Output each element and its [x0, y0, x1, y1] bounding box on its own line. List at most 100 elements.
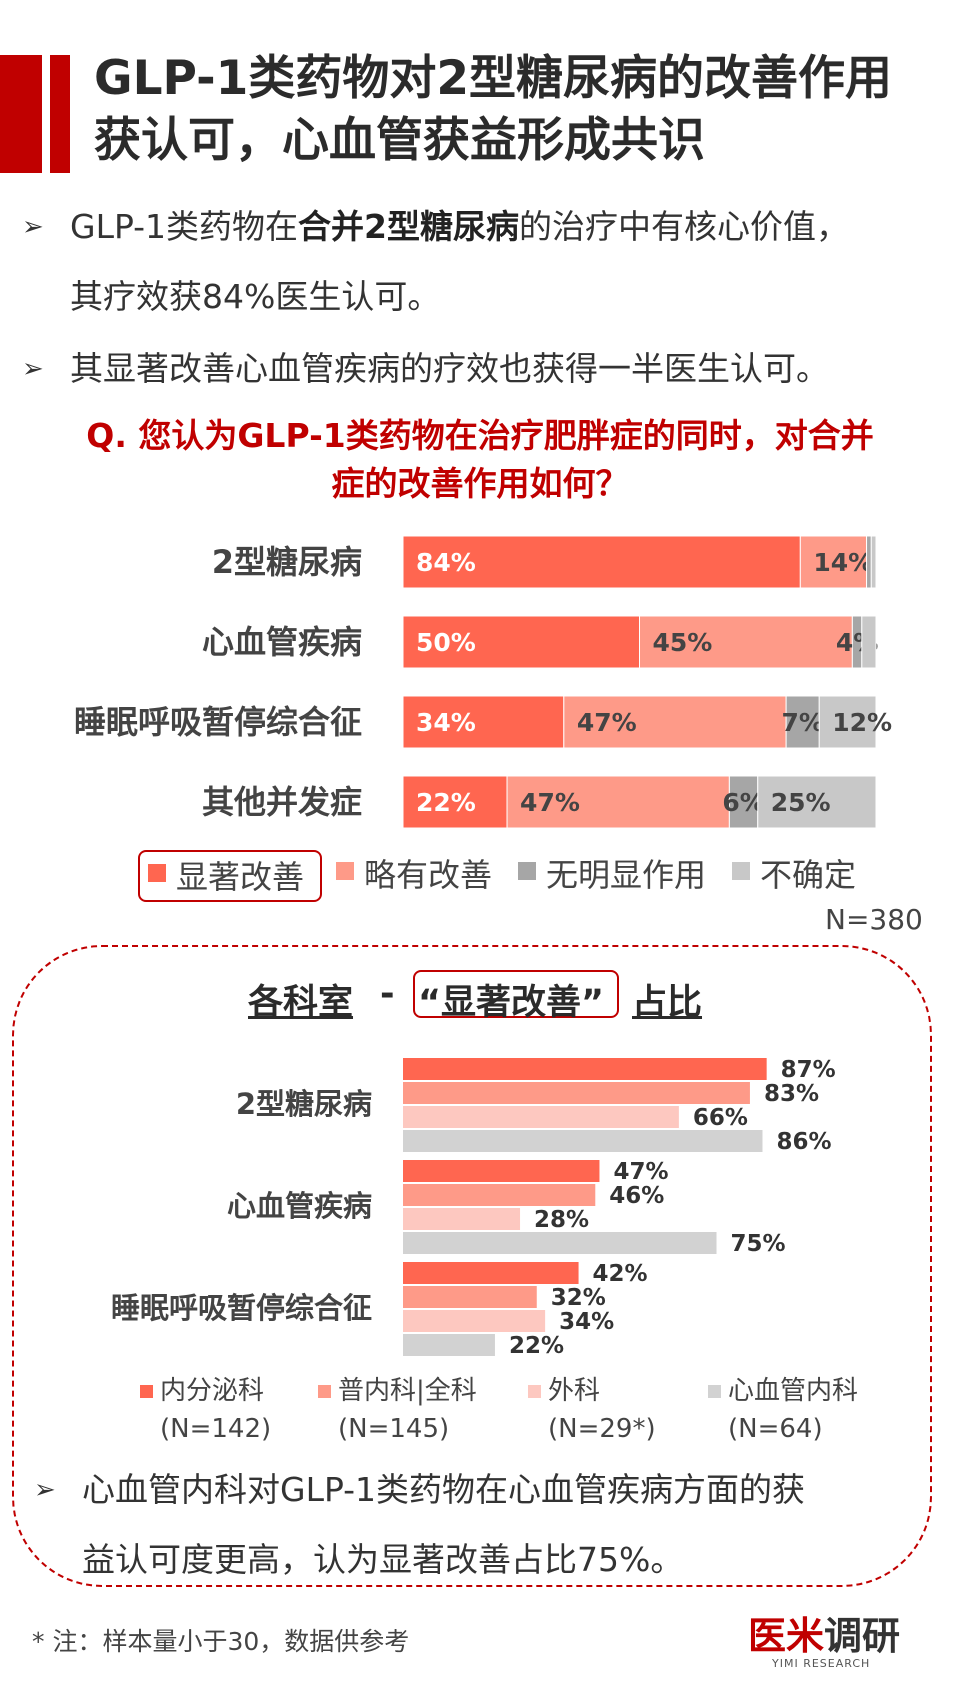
conclusion-line-2: 益认可度更高，认为显著改善占比75%。 [82, 1540, 684, 1579]
title-part-departments: 各科室 [248, 983, 354, 1023]
bar [403, 1130, 763, 1152]
data-label: 14% [813, 548, 873, 577]
legend-swatch [148, 864, 166, 882]
data-label: 32% [551, 1285, 606, 1311]
legend-swatch [708, 1385, 721, 1398]
bar-segment [785, 695, 820, 749]
department-section-frame [12, 945, 932, 1587]
bar [403, 1286, 537, 1308]
data-label: 34% [559, 1309, 614, 1335]
chart2-legend: 内分泌科 (N=142) 普内科|全科 (N=145) 外科 (N=29*) 心血管内… [0, 1372, 960, 1452]
legend-sample-size: (N=64) [728, 1414, 823, 1444]
category-label: 睡眠呼吸暂停综合征 [111, 1291, 372, 1325]
category-label: 心血管疾病 [202, 623, 362, 661]
bullet-point-2: ➢ 其显著改善心血管疾病的疗效也获得一半医生认可。 [22, 334, 942, 404]
bar-segment [402, 535, 801, 589]
bar-segment [563, 695, 787, 749]
question-line-2: 症的改善作用如何？ [331, 464, 629, 503]
bar [403, 1208, 521, 1230]
bullet-text-bold: 合并2型糖尿病 [298, 207, 520, 246]
stacked-bar-chart: 2型糖尿病 84% 14%心血管疾病 50% 45% 4%睡眠呼吸暂停综合征 34% 47% 7… [74, 535, 892, 829]
logo-part-2: 调研 [824, 1614, 901, 1658]
page-title: GLP-1类药物对2型糖尿病的改善作用获认可，心血管获益形成共识 [94, 51, 893, 168]
data-label: 66% [693, 1105, 748, 1131]
data-label: 28% [534, 1207, 589, 1233]
legend-sample-size: (N=145) [338, 1414, 450, 1444]
bar [403, 1262, 579, 1284]
conclusion-text: 心血管内科对GLP-1类药物在心血管疾病方面的获 益认可度更高，认为显著改善占比7… [82, 1455, 805, 1595]
bar [403, 1106, 679, 1128]
legend-sample-size: (N=29*) [548, 1414, 656, 1444]
department-chart-title: 各科室 - “显著改善” 占比 [0, 968, 960, 1026]
bar-segment [402, 775, 508, 829]
category-label: 2型糖尿病 [236, 1087, 372, 1121]
bar-segment [799, 535, 868, 589]
title-part-share: 占比 [632, 983, 703, 1023]
bar-segment [757, 775, 877, 829]
question-line-1: Q. 您认为GLP-1类药物在治疗肥胖症的同时，对合并 [86, 416, 874, 455]
bar-segment [870, 535, 877, 589]
data-label: 47% [577, 708, 637, 737]
data-label: 75% [731, 1231, 786, 1257]
bar-segment [861, 615, 877, 669]
legend-swatch [528, 1385, 541, 1398]
legend-label: 略有改善 [364, 856, 493, 894]
title-separator: - [380, 974, 395, 1014]
data-label: 50% [416, 628, 476, 657]
bar-segment [818, 695, 877, 749]
legend-item-significant: 显著改善 [138, 850, 322, 902]
legend-swatch [318, 1385, 331, 1398]
bullet-point-1: ➢ GLP-1类药物在合并2型糖尿病的治疗中有核心价值， 其疗效获84%医生认可。 [22, 192, 942, 332]
data-label: 42% [593, 1261, 648, 1287]
legend-label: 外科 [548, 1376, 601, 1406]
legend-label: 显著改善 [176, 858, 305, 896]
conclusion-bullet: ➢ 心血管内科对GLP-1类药物在心血管疾病方面的获 益认可度更高，认为显著改善占… [34, 1455, 914, 1595]
legend-swatch [518, 862, 536, 880]
bar-segment [506, 775, 730, 829]
bar [403, 1160, 600, 1182]
data-label: 34% [416, 708, 476, 737]
footnote: * 注：样本量小于30，数据供参考 [32, 1627, 410, 1656]
data-label: 46% [609, 1183, 664, 1209]
category-label: 其他并发症 [202, 783, 362, 821]
arrow-bullet-icon: ➢ [34, 1475, 56, 1505]
title-accent-bar [0, 55, 42, 173]
data-label: 22% [416, 788, 476, 817]
legend-item-none: 无明显作用 [510, 850, 710, 900]
bullet-text: 其显著改善心血管疾病的疗效也获得一半医生认可。 [70, 349, 829, 388]
data-label: 45% [653, 628, 713, 657]
bar-segment [639, 615, 853, 669]
data-label: 86% [776, 1129, 831, 1155]
bullet-text-part: GLP-1类药物在 [70, 207, 299, 246]
conclusion-line-1: 心血管内科对GLP-1类药物在心血管疾病方面的获 [82, 1470, 806, 1509]
data-label: 83% [764, 1081, 819, 1107]
bullet-text-part: 的治疗中有核心价值， [519, 207, 850, 246]
title-part-quoted: “显著改善” [418, 983, 605, 1023]
bullet-text: GLP-1类药物在合并2型糖尿病的治疗中有核心价值， 其疗效获84%医生认可。 [70, 192, 849, 332]
grouped-bar-chart: 2型糖尿病 87%83% 66% 86% 心血管疾病 47%46% 28% 75% 睡眠呼吸暂停… [111, 1057, 836, 1359]
logo-part-1: 医米 [748, 1614, 825, 1658]
survey-question: Q. 您认为GLP-1类药物在治疗肥胖症的同时，对合并 症的改善作用如何？ [20, 412, 940, 508]
legend-label: 不确定 [760, 856, 857, 894]
legend-swatch [336, 862, 354, 880]
data-label: 87% [781, 1057, 836, 1083]
logo-subtitle: YIMI RESEARCH [772, 1657, 871, 1670]
bar-segment [402, 615, 640, 669]
bar [403, 1184, 596, 1206]
bar [403, 1082, 750, 1104]
title-accent-bar-thin [50, 55, 70, 173]
category-label: 睡眠呼吸暂停综合征 [74, 703, 362, 741]
data-label: 22% [509, 1333, 564, 1359]
bar [403, 1232, 717, 1254]
category-label: 心血管疾病 [227, 1189, 372, 1223]
legend-item-slight: 略有改善 [328, 850, 518, 900]
bullet-text-line2: 其疗效获84%医生认可。 [70, 277, 441, 316]
legend-label: 内分泌科 [160, 1376, 265, 1406]
arrow-bullet-icon: ➢ [22, 212, 44, 242]
legend-swatch [732, 862, 750, 880]
bar [403, 1334, 495, 1356]
bar-segment [866, 535, 872, 589]
data-label: 25% [771, 788, 831, 817]
title-highlight-box [413, 970, 619, 1018]
data-label: 12% [832, 708, 892, 737]
